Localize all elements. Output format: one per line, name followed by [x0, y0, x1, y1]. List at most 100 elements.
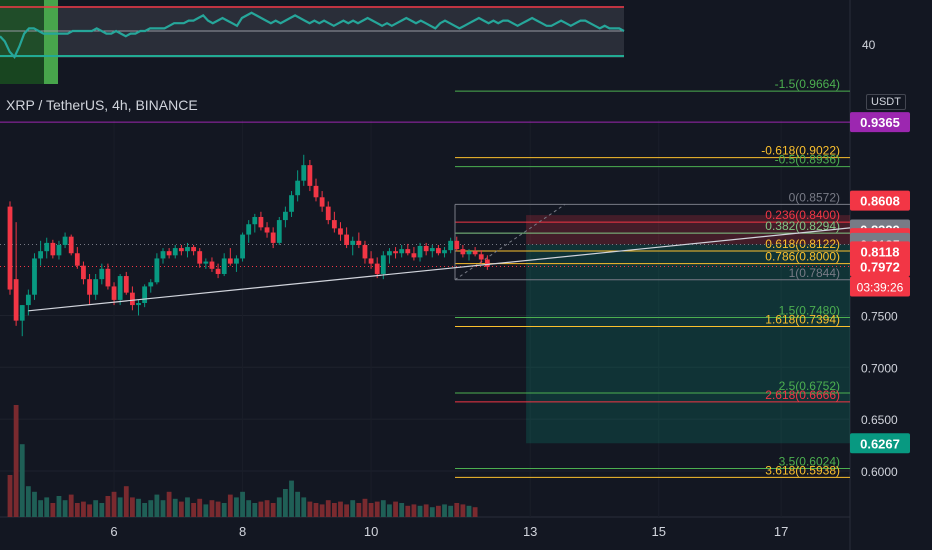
volume-bar	[234, 497, 239, 517]
candle-body	[185, 247, 190, 252]
volume-bar	[142, 503, 148, 517]
candle-body	[178, 248, 184, 252]
volume-bar	[313, 503, 319, 517]
volume-bar	[374, 501, 380, 517]
oscillator-line	[0, 11, 625, 59]
x-tick-label: 10	[364, 524, 378, 539]
candle-body	[166, 251, 172, 256]
position-risk-zone	[526, 215, 850, 245]
volume-bar	[123, 486, 129, 517]
volume-bar	[197, 498, 203, 517]
fib-level-label: 0.382(0.8294)	[765, 219, 840, 233]
volume-bar	[221, 503, 227, 517]
candle-body	[301, 165, 307, 181]
volume-bar	[301, 497, 307, 517]
candle-body	[25, 294, 31, 306]
volume-bar	[44, 497, 50, 517]
candle-body	[466, 251, 472, 255]
volume-bar	[93, 500, 99, 517]
candle-body	[87, 279, 92, 295]
volume-bar	[344, 504, 349, 517]
candle-body	[50, 242, 56, 256]
candle-body	[117, 276, 123, 300]
volume-bar	[423, 504, 429, 517]
price-badge-label: 0.7972	[860, 260, 900, 275]
volume-bar	[405, 505, 411, 517]
candle-body	[374, 263, 380, 274]
candle-body	[350, 240, 356, 245]
candle-body	[154, 258, 160, 283]
oscillator-band	[0, 6, 624, 58]
fib-level-label: 0.786(0.8000)	[765, 250, 840, 264]
volume-bar	[442, 504, 447, 517]
candle-body	[417, 245, 423, 258]
price-badge-label: 0.6267	[860, 436, 900, 451]
volume-bar	[319, 504, 325, 517]
fib-level-label: -0.618(0.9022)	[761, 144, 840, 158]
candle-body	[227, 258, 233, 264]
volume-bar	[166, 491, 172, 517]
volume-bar	[130, 497, 135, 517]
price-badge	[850, 433, 910, 454]
volume-bar	[203, 504, 209, 517]
volume-bar	[117, 497, 123, 517]
oscillator-axis-label: 40	[862, 38, 876, 52]
volume-bar	[289, 480, 294, 517]
volume-bar	[136, 498, 141, 517]
volume-bar	[429, 507, 435, 517]
candle-body	[393, 251, 398, 254]
volume-bar	[246, 500, 252, 517]
price-badge-label: 0.9365	[860, 115, 900, 130]
candle-body	[411, 253, 417, 258]
candle-body	[436, 248, 441, 254]
candle-body	[399, 249, 405, 254]
volume-bar	[258, 501, 264, 517]
candle-body	[111, 286, 117, 300]
candle-body	[142, 286, 148, 304]
candle-body	[295, 180, 301, 196]
volume-bar	[148, 500, 154, 517]
candle-body	[99, 268, 105, 280]
volume-bar	[380, 500, 386, 517]
candle-body	[215, 268, 221, 274]
volume-bar	[362, 498, 368, 517]
volume-bar	[240, 491, 245, 517]
volume-bar	[68, 494, 74, 517]
volume-bar	[13, 405, 19, 517]
volume-bar	[411, 504, 417, 517]
candle-body	[387, 251, 392, 256]
volume-bar	[270, 503, 276, 517]
candle-body	[234, 258, 239, 264]
candle-body	[484, 259, 490, 267]
fib-level-label: 0.236(0.8400)	[765, 208, 840, 222]
volume-bar	[50, 503, 56, 517]
candle-body	[203, 261, 209, 264]
volume-bar	[99, 503, 105, 517]
fib-level-label: 3.5(0.6024)	[779, 454, 840, 468]
fib-level-label: 2.5(0.6752)	[779, 379, 840, 393]
candle-body	[454, 240, 460, 250]
x-tick-label: 15	[651, 524, 665, 539]
volume-bar	[25, 486, 31, 517]
price-badge	[850, 190, 910, 211]
volume-bar	[466, 505, 472, 517]
volume-bar	[331, 503, 337, 517]
fib-level-label: 0.618(0.8122)	[765, 237, 840, 251]
volume-bar	[227, 494, 233, 517]
volume-bar	[460, 504, 466, 517]
volume-bar	[154, 494, 160, 517]
candle-body	[105, 268, 111, 287]
volume-bar	[399, 503, 405, 517]
y-tick-label: 0.7000	[861, 361, 898, 375]
price-badge	[850, 112, 910, 133]
trendline	[28, 227, 851, 312]
currency-button[interactable]: USDT	[866, 94, 906, 110]
volume-bar	[56, 496, 62, 517]
candle-body	[276, 220, 282, 243]
fib-level-label: 0(0.8572)	[789, 190, 840, 204]
candle-body	[81, 265, 86, 280]
fib-level-label: 1(0.7844)	[789, 266, 840, 280]
volume-bar	[264, 500, 270, 517]
y-tick-label: 0.7500	[861, 309, 898, 323]
